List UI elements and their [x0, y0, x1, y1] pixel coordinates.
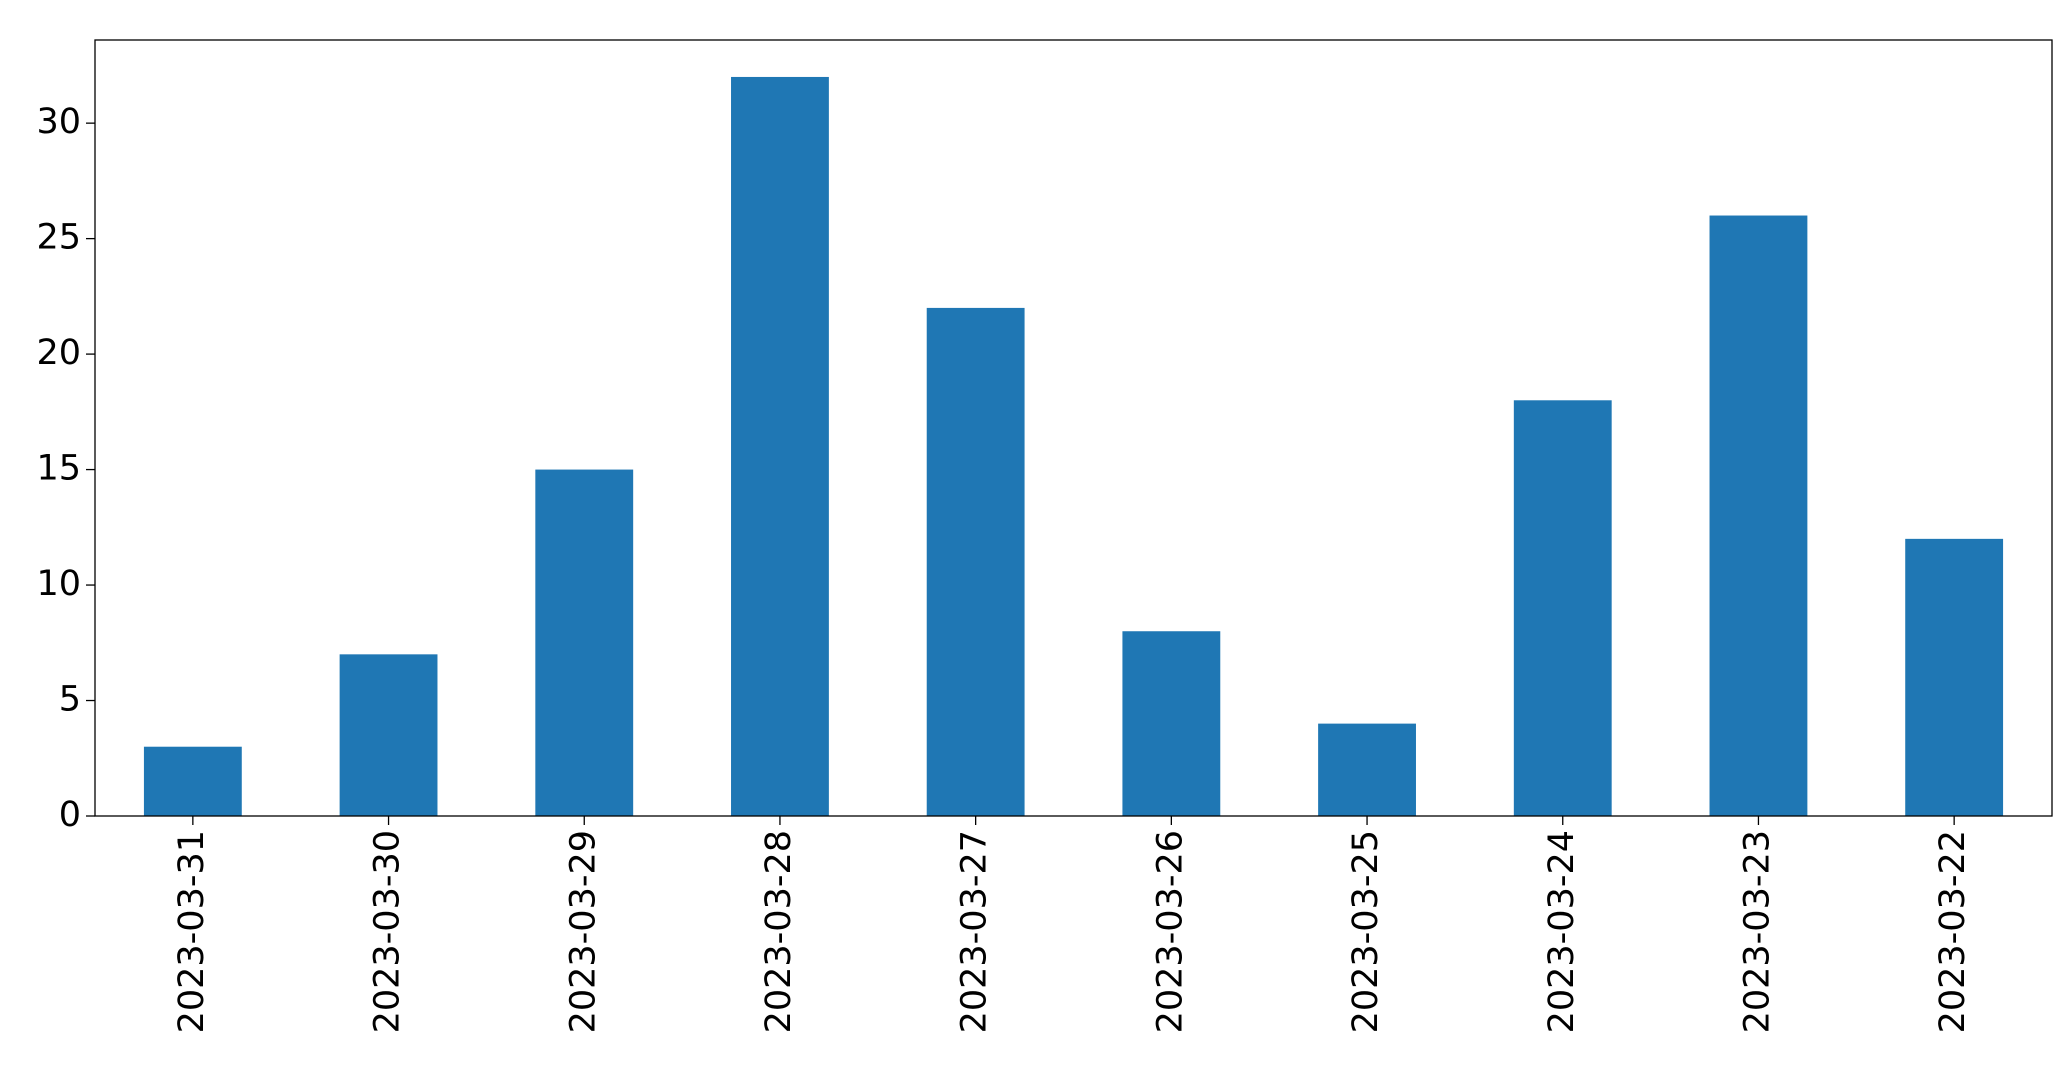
y-tick-label: 10 [36, 564, 81, 604]
y-tick-label: 30 [36, 102, 81, 142]
x-tick-label: 2023-03-29 [563, 830, 603, 1033]
bar [926, 307, 1025, 816]
y-tick-label: 5 [59, 680, 81, 720]
bar [1709, 215, 1808, 816]
bar [1905, 538, 2004, 816]
x-tick-label: 2023-03-25 [1346, 830, 1386, 1033]
x-tick-label: 2023-03-22 [1933, 830, 1973, 1033]
y-tick-label: 20 [36, 333, 81, 373]
bar [143, 746, 242, 816]
x-tick-label: 2023-03-31 [172, 830, 212, 1033]
y-tick-label: 0 [59, 795, 81, 835]
y-tick-label: 15 [36, 449, 81, 489]
x-tick-label: 2023-03-26 [1150, 830, 1190, 1033]
bar [535, 469, 634, 816]
bar [731, 76, 829, 816]
bar [1122, 631, 1221, 816]
x-tick-label: 2023-03-27 [955, 830, 995, 1033]
bar [1318, 723, 1416, 816]
x-tick-label: 2023-03-30 [368, 830, 408, 1033]
x-tick-label: 2023-03-23 [1737, 830, 1777, 1033]
y-tick-label: 25 [36, 218, 81, 258]
x-tick-label: 2023-03-28 [759, 830, 799, 1033]
x-tick-label: 2023-03-24 [1542, 830, 1582, 1033]
plot-frame [94, 39, 2053, 817]
bar [339, 654, 438, 816]
bar [1513, 400, 1612, 816]
